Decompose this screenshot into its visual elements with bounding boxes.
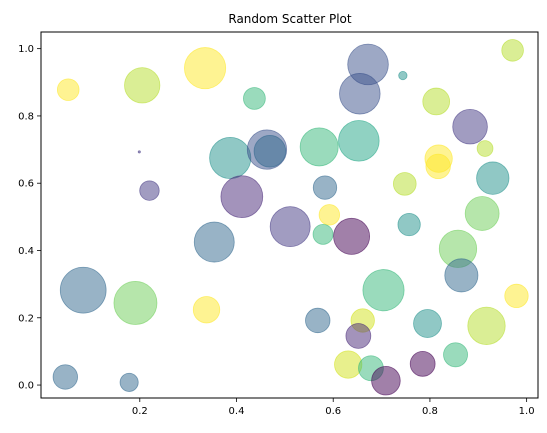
scatter-point	[452, 108, 488, 145]
scatter-point	[124, 67, 161, 104]
scatter-point	[476, 140, 494, 157]
scatter-point	[113, 281, 158, 325]
scatter-point	[467, 306, 506, 345]
y-tick-label: 0.4	[18, 246, 34, 257]
scatter-point	[220, 175, 264, 218]
scatter-point	[312, 223, 334, 245]
scatter-point	[59, 266, 107, 314]
scatter-point	[192, 296, 221, 324]
scatter-point	[425, 153, 451, 180]
scatter-point	[269, 206, 311, 248]
scatter-point	[409, 351, 436, 377]
scatter-point	[119, 372, 139, 392]
scatter-point	[52, 364, 78, 390]
y-axis: 0.0 0.2 0.4 0.6 0.8 1.0	[18, 44, 41, 392]
scatter-point	[209, 136, 252, 180]
scatter-point	[339, 73, 381, 115]
scatter-point	[444, 258, 479, 293]
x-tick-label: 0.8	[422, 406, 438, 417]
scatter-point	[398, 70, 408, 81]
chart-title: Random Scatter Plot	[228, 12, 352, 26]
scatter-point	[333, 217, 371, 255]
plot-frame	[40, 31, 539, 399]
scatter-point	[362, 269, 405, 312]
scatter-point	[56, 78, 80, 101]
scatter-point	[371, 365, 401, 396]
x-axis: 0.2 0.4 0.6 0.8 1.0	[132, 398, 535, 417]
scatter-point	[184, 47, 227, 90]
scatter-point	[345, 323, 372, 349]
scatter-point	[305, 307, 331, 334]
x-tick-label: 0.2	[132, 406, 148, 417]
y-tick-label: 0.0	[18, 381, 34, 392]
scatter-point	[464, 196, 500, 231]
y-tick-label: 1.0	[18, 44, 34, 55]
x-tick-label: 1.0	[519, 406, 535, 417]
scatter-point	[137, 150, 141, 154]
y-tick-label: 0.8	[18, 111, 34, 122]
scatter-point	[397, 213, 421, 237]
scatter-point	[318, 204, 341, 226]
scatter-point	[476, 161, 510, 195]
x-tick-label: 0.4	[229, 406, 245, 417]
scatter-point	[312, 175, 338, 200]
scatter-point	[504, 283, 529, 309]
scatter-point	[392, 172, 417, 196]
scatter-point	[334, 350, 363, 379]
scatter-point	[243, 87, 266, 110]
points-layer	[52, 39, 529, 396]
scatter-point	[443, 342, 468, 368]
scatter-point	[338, 120, 380, 162]
scatter-point	[422, 87, 451, 116]
x-tick-label: 0.6	[325, 406, 341, 417]
scatter-point	[253, 135, 287, 168]
scatter-point	[413, 309, 442, 338]
y-tick-label: 0.6	[18, 179, 34, 190]
scatter-point	[139, 180, 160, 201]
y-tick-label: 0.2	[18, 313, 34, 324]
scatter-point	[501, 39, 524, 62]
scatter-point	[299, 127, 339, 167]
scatter-point	[193, 221, 235, 263]
